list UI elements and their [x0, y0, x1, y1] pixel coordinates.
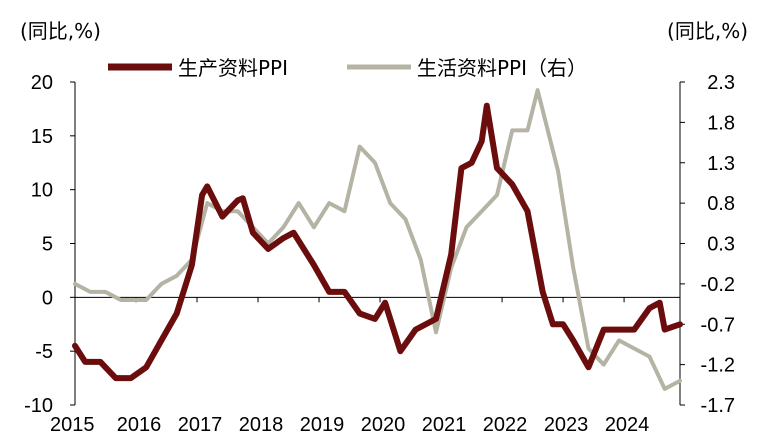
x-axis-tick-label: 2024 [605, 414, 650, 436]
left-axis-tick-label: -5 [35, 341, 53, 363]
right-axis-tick-label: 2.3 [707, 72, 735, 94]
x-axis-tick-label: 2021 [422, 414, 467, 436]
left-axis-tick-label: 15 [31, 126, 53, 148]
x-axis-tick-label: 2022 [483, 414, 528, 436]
x-axis-tick-label: 2023 [544, 414, 589, 436]
left-axis-unit-label: (同比,%) [20, 19, 101, 43]
legend-label-living: 生活资料PPI（右） [417, 56, 587, 80]
legend-label-production: 生产资料PPI [178, 56, 288, 80]
x-axis-tick-label: 2015 [50, 414, 95, 436]
left-axis-tick-label: 10 [31, 180, 53, 202]
left-axis-tick-label: 5 [42, 234, 53, 256]
right-axis-tick-label: -1.7 [701, 395, 735, 417]
right-axis-tick-label: 0.3 [707, 234, 735, 256]
right-axis-tick-label: -1.2 [701, 355, 735, 377]
right-axis-unit-label: (同比,%) [667, 19, 748, 43]
left-axis-tick-label: 0 [42, 287, 53, 309]
x-axis-tick-label: 2017 [178, 414, 223, 436]
right-axis-tick-label: -0.2 [701, 274, 735, 296]
right-axis-tick-label: 1.3 [707, 153, 735, 175]
x-axis-tick-label: 2016 [117, 414, 162, 436]
right-axis-tick-label: 0.8 [707, 193, 735, 215]
series-line-living-ppi [73, 88, 682, 391]
series-line-production-ppi [72, 102, 683, 382]
x-axis-tick-label: 2020 [361, 414, 406, 436]
legend: 生产资料PPI 生活资料PPI（右） [108, 56, 587, 80]
left-axis-tick-label: -10 [24, 395, 53, 417]
x-axis-tick-label: 2019 [300, 414, 345, 436]
axes-layer: -10 -5 0 5 10 15 20 2.3 1.8 1.3 0.8 0.3 -0.2 -0.7 -1.2… [24, 72, 735, 436]
x-axis-tick-label: 2018 [239, 414, 284, 436]
left-axis-tick-label: 20 [31, 72, 53, 94]
series-layer [72, 88, 683, 391]
right-axis-tick-label: -0.7 [701, 314, 735, 336]
right-axis-tick-label: 1.8 [707, 112, 735, 134]
